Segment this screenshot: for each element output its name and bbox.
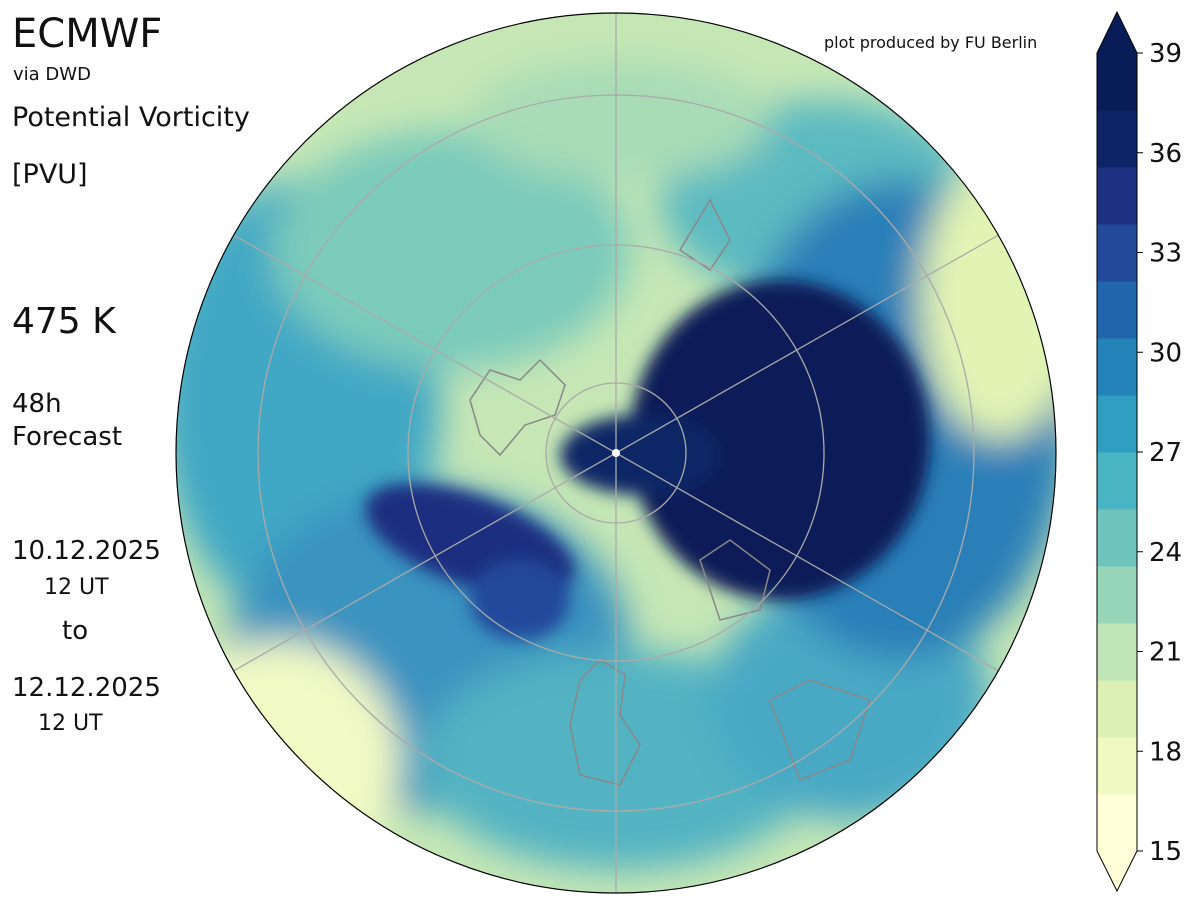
lead-label: Forecast — [12, 422, 122, 452]
colorbar-tick-label: 36 — [1149, 139, 1182, 169]
colorbar-tick-label: 30 — [1149, 338, 1182, 368]
colorbar-tick-label: 39 — [1149, 39, 1182, 69]
colorbar-tick-label: 15 — [1149, 837, 1182, 867]
credit: plot produced by FU Berlin — [824, 33, 1037, 52]
start-date: 10.12.2025 — [12, 536, 161, 566]
colorbar-band — [1097, 509, 1137, 567]
map-field — [176, 13, 1056, 893]
colorbar-band — [1097, 566, 1137, 624]
map-border — [175, 12, 1057, 894]
colorbar-band — [1097, 395, 1137, 453]
unit: [PVU] — [12, 159, 88, 190]
colorbar-tick-label: 33 — [1149, 239, 1182, 269]
colorbar-tick-label: 18 — [1149, 737, 1182, 767]
colorbar: 15 18 21 24 27 30 33 36 39 — [1096, 10, 1182, 893]
colorbar-band — [1097, 338, 1137, 396]
colorbar-extend-top — [1097, 12, 1137, 53]
colorbar-band — [1097, 281, 1137, 339]
level: 475 K — [12, 301, 117, 342]
end-time: 12 UT — [38, 711, 103, 736]
source: via DWD — [13, 64, 91, 85]
colorbar-band — [1097, 452, 1137, 510]
end-date: 12.12.2025 — [12, 673, 161, 703]
variable: Potential Vorticity — [12, 102, 250, 133]
separator: to — [62, 616, 88, 646]
colorbar-tick-label: 27 — [1149, 438, 1182, 468]
colorbar-tick-label: 21 — [1149, 638, 1182, 668]
colorbar-band — [1097, 623, 1137, 681]
start-time: 12 UT — [44, 575, 109, 600]
title: ECMWF — [12, 11, 162, 57]
colorbar-band — [1097, 680, 1137, 738]
colorbar-band — [1097, 167, 1137, 225]
colorbar-band — [1097, 53, 1137, 111]
colorbar-band — [1097, 737, 1137, 795]
lead-hours: 48h — [12, 389, 62, 419]
colorbar-tick-label: 24 — [1149, 538, 1182, 568]
colorbar-band — [1097, 794, 1137, 852]
colorbar-band — [1097, 224, 1137, 282]
colorbar-band — [1097, 110, 1137, 168]
colorbar-extend-bottom — [1097, 851, 1137, 891]
